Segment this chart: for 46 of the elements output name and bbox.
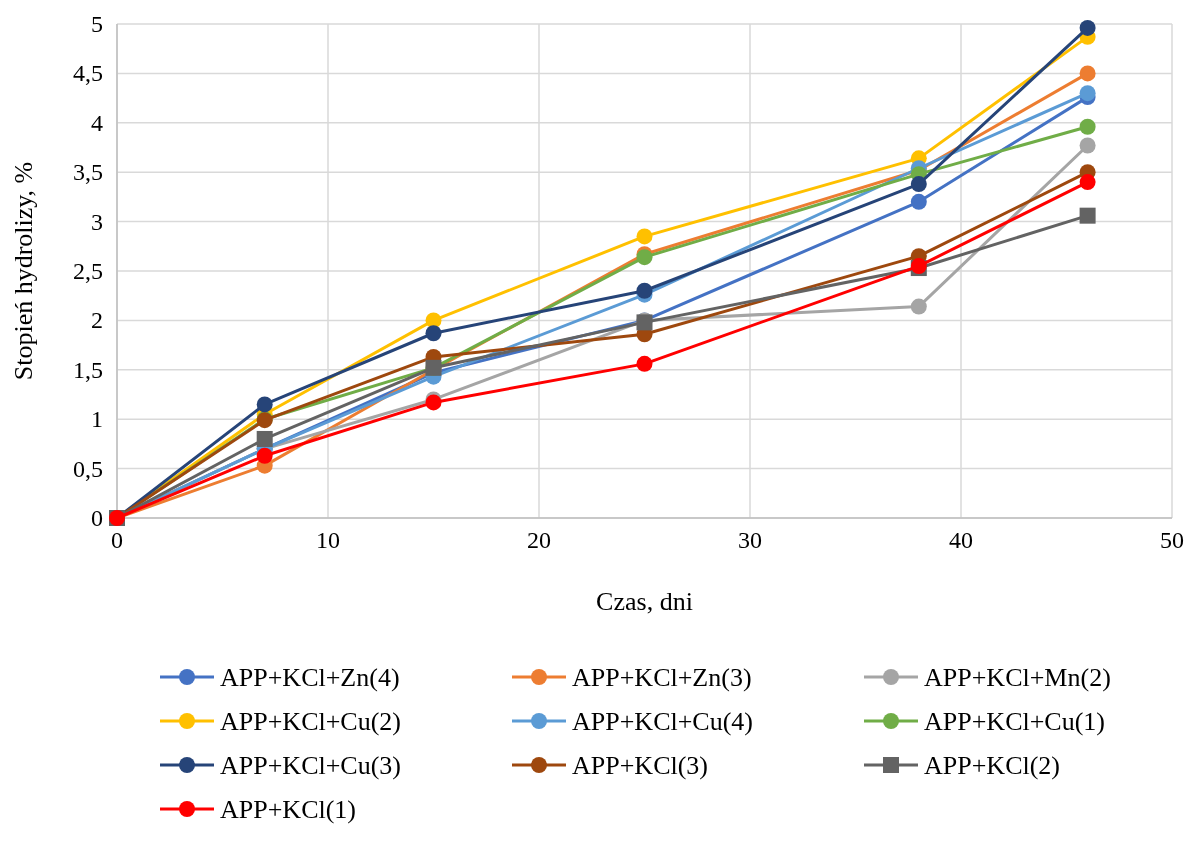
y-tick-label: 2 — [91, 307, 103, 334]
point — [256, 430, 273, 447]
point — [910, 176, 927, 193]
point — [910, 193, 927, 210]
y-tick-label: 0,5 — [73, 455, 103, 482]
y-tick-label: 5 — [91, 11, 103, 37]
legend-label: APP+KCl+Cu(3) — [220, 750, 402, 780]
legend-label: APP+KCl+Cu(2) — [220, 706, 402, 736]
point — [256, 396, 273, 413]
x-axis-title: Czas, dni — [596, 587, 693, 616]
point — [1079, 19, 1096, 36]
point — [1079, 207, 1096, 224]
point — [256, 447, 273, 464]
point — [425, 325, 442, 342]
x-tick-label: 50 — [1160, 527, 1184, 553]
point — [636, 282, 653, 299]
y-tick-label: 4,5 — [73, 60, 103, 87]
y-tick-label: 1 — [91, 406, 103, 433]
x-tick-label: 30 — [738, 527, 762, 553]
x-tick-label: 40 — [949, 527, 973, 553]
legend-label: APP+KCl+Cu(1) — [924, 706, 1106, 736]
x-tick-label: 0 — [111, 527, 123, 553]
legend-label: APP+KCl+Zn(4) — [220, 662, 400, 692]
point — [1079, 85, 1096, 102]
x-tick-label: 20 — [527, 527, 551, 553]
y-tick-label: 3 — [91, 208, 103, 235]
legend-label: APP+KCl+Zn(3) — [572, 662, 752, 692]
point — [636, 355, 653, 372]
legend-label: APP+KCl(2) — [924, 750, 1061, 780]
legend-label: APP+KCl(1) — [220, 794, 357, 824]
point — [1079, 174, 1096, 191]
point — [1079, 118, 1096, 135]
y-tick-label: 1,5 — [73, 356, 103, 383]
y-axis-title: Stopień hydrolizy, % — [9, 161, 38, 381]
y-tick-label: 3,5 — [73, 159, 103, 186]
point — [636, 228, 653, 245]
legend-label: APP+KCl(3) — [572, 750, 709, 780]
point — [1079, 65, 1096, 82]
legend-label: APP+KCl+Cu(4) — [572, 706, 754, 736]
legend-label: APP+KCl+Mn(2) — [924, 662, 1111, 692]
y-tick-label: 2,5 — [73, 258, 103, 284]
y-tick-label: 0 — [91, 505, 103, 531]
x-tick-label: 10 — [316, 527, 340, 553]
y-tick-label: 4 — [91, 109, 103, 136]
point — [910, 298, 927, 315]
point — [1079, 137, 1096, 154]
